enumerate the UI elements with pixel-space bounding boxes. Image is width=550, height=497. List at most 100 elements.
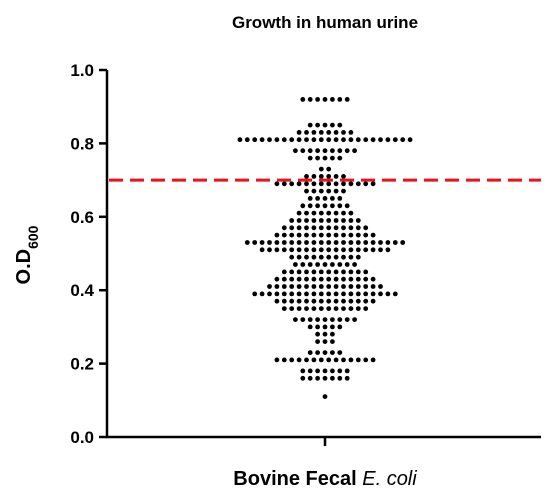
data-point — [311, 210, 317, 216]
data-point — [296, 254, 302, 260]
data-point — [300, 375, 306, 381]
data-point — [330, 148, 335, 154]
data-point — [307, 97, 313, 102]
data-point — [344, 368, 350, 374]
data-point — [322, 196, 328, 201]
data-point — [315, 375, 320, 381]
y-tick-label: 1.0 — [70, 61, 94, 80]
data-point — [333, 357, 339, 363]
y-tick-label: 0.4 — [70, 281, 94, 300]
data-point — [322, 122, 328, 128]
data-point — [322, 262, 328, 267]
data-point — [289, 254, 295, 260]
data-point — [318, 291, 324, 297]
data-point — [307, 350, 313, 355]
data-point — [281, 247, 287, 253]
y-tick-label: 0.8 — [70, 134, 94, 153]
data-point — [333, 269, 339, 275]
data-point — [392, 240, 398, 245]
data-point — [326, 357, 332, 363]
data-point — [318, 240, 324, 245]
data-point — [370, 298, 376, 304]
data-point — [341, 218, 346, 223]
data-point — [304, 254, 309, 260]
data-point — [281, 306, 287, 311]
data-point — [330, 203, 335, 209]
data-point — [326, 254, 332, 260]
data-point — [363, 357, 369, 363]
data-point — [370, 240, 376, 245]
data-point — [311, 291, 317, 297]
data-point — [348, 276, 354, 282]
data-point — [318, 174, 324, 179]
data-point — [289, 269, 295, 275]
data-point — [315, 331, 320, 337]
data-point — [355, 254, 361, 260]
data-point — [252, 240, 258, 245]
data-point — [274, 232, 280, 238]
data-point — [330, 375, 335, 381]
data-point — [289, 232, 295, 238]
data-point — [337, 155, 343, 161]
data-point — [289, 357, 295, 363]
data-point — [352, 262, 357, 267]
data-point — [307, 203, 313, 209]
data-point — [322, 97, 328, 102]
data-point — [274, 247, 280, 253]
data-point — [296, 247, 302, 253]
data-point — [333, 240, 339, 245]
data-point — [300, 148, 306, 154]
data-point — [311, 284, 317, 289]
data-point — [307, 148, 313, 154]
data-point — [281, 225, 287, 231]
data-point — [289, 306, 295, 311]
data-point — [304, 240, 309, 245]
data-point — [341, 306, 346, 311]
data-point — [307, 324, 313, 330]
data-point — [341, 188, 346, 194]
data-point — [333, 276, 339, 282]
data-point — [289, 298, 295, 304]
data-point — [274, 240, 280, 245]
data-point — [333, 225, 339, 231]
data-point — [348, 247, 354, 253]
data-point — [296, 240, 302, 245]
data-point — [281, 240, 287, 245]
data-point — [330, 262, 335, 267]
data-point — [315, 262, 320, 267]
data-point — [322, 331, 328, 337]
x-axis — [106, 435, 541, 446]
data-point — [318, 276, 324, 282]
data-point — [274, 181, 280, 187]
data-point — [370, 232, 376, 238]
data-point — [322, 368, 328, 374]
y-axis-label-main: O.D — [13, 249, 35, 285]
data-point — [304, 298, 309, 304]
data-point — [311, 276, 317, 282]
data-point — [311, 298, 317, 304]
data-point — [348, 357, 354, 363]
data-point — [330, 155, 335, 161]
data-point — [326, 188, 332, 194]
data-point — [322, 148, 328, 154]
data-point — [293, 148, 298, 154]
data-point — [337, 368, 343, 374]
data-point — [315, 196, 320, 201]
data-point — [333, 218, 339, 223]
data-point — [304, 284, 309, 289]
x-axis-label-italic: E. coli — [362, 468, 417, 490]
data-point — [244, 137, 250, 143]
data-point — [363, 181, 369, 187]
data-point — [333, 298, 339, 304]
data-point — [304, 225, 309, 231]
data-point — [315, 368, 320, 374]
data-point — [315, 350, 320, 355]
data-point — [363, 298, 369, 304]
data-point — [289, 284, 295, 289]
data-point — [307, 155, 313, 161]
data-point — [326, 225, 332, 231]
data-point — [330, 368, 335, 374]
data-point — [355, 232, 361, 238]
data-point — [370, 291, 376, 297]
data-point — [348, 210, 354, 216]
